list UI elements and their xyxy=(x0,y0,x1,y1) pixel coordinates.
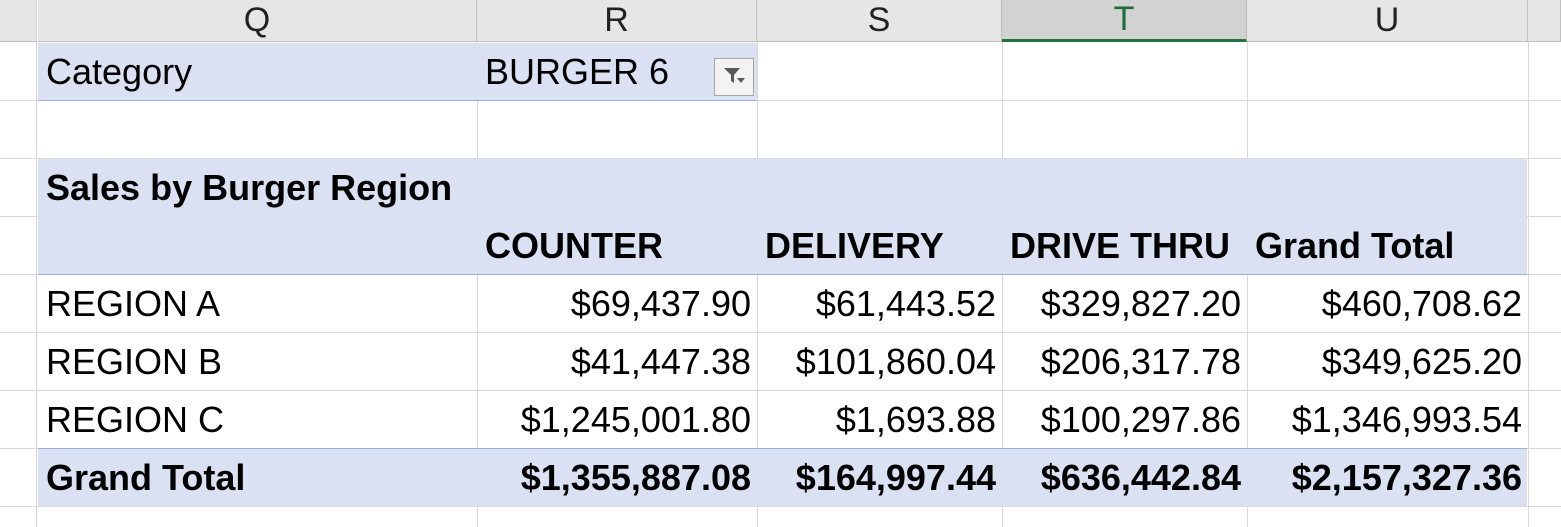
filter-row-band xyxy=(38,43,757,100)
filter-funnel-icon xyxy=(721,62,747,93)
pivot-header-band xyxy=(38,159,1527,274)
cell-region-b-delivery[interactable]: $101,860.04 xyxy=(795,340,996,382)
cell-grand-total-delivery[interactable]: $164,997.44 xyxy=(795,456,996,498)
pivot-header-underline xyxy=(38,274,1527,275)
cell-region-b-counter[interactable]: $41,447.38 xyxy=(570,340,751,382)
cell-region-b-grand-total[interactable]: $349,625.20 xyxy=(1321,340,1522,382)
gridline-row-6 xyxy=(0,390,1561,391)
cell-grand-total-grand-total[interactable]: $2,157,327.36 xyxy=(1291,456,1522,498)
pivot-header-counter[interactable]: COUNTER xyxy=(485,224,663,266)
cell-region-a-counter[interactable]: $69,437.90 xyxy=(570,282,751,324)
gridline-col-t-u xyxy=(1247,42,1248,527)
filter-row-underline xyxy=(38,100,757,101)
row-label-region-b[interactable]: REGION B xyxy=(46,340,223,382)
gridline-col-u-next xyxy=(1528,42,1529,527)
filter-label[interactable]: Category xyxy=(46,50,193,92)
filter-dropdown-button[interactable] xyxy=(714,58,754,96)
grand-total-topline xyxy=(38,448,1527,449)
grand-total-band xyxy=(38,448,1527,506)
gridline-row-1 xyxy=(0,100,1561,101)
row-label-region-a[interactable]: REGION A xyxy=(46,282,221,324)
gridline-col-q-r xyxy=(477,42,478,527)
cell-region-c-grand-total[interactable]: $1,346,993.54 xyxy=(1291,398,1522,440)
column-header-q[interactable]: Q xyxy=(38,0,477,42)
cell-grand-total-counter[interactable]: $1,355,887.08 xyxy=(520,456,751,498)
gridline-row-8 xyxy=(0,506,1561,507)
pivot-title[interactable]: Sales by Burger Region xyxy=(46,166,453,208)
select-all-corner[interactable] xyxy=(0,0,37,42)
row-label-grand-total[interactable]: Grand Total xyxy=(46,456,246,498)
pivot-header-delivery[interactable]: DELIVERY xyxy=(765,224,944,266)
gridline-row-5 xyxy=(0,332,1561,333)
column-header-next[interactable] xyxy=(1528,0,1561,42)
column-header-r[interactable]: R xyxy=(477,0,757,42)
cell-grand-total-drive-thru[interactable]: $636,442.84 xyxy=(1040,456,1241,498)
gridline-col-r-s xyxy=(757,42,758,527)
cell-region-a-grand-total[interactable]: $460,708.62 xyxy=(1321,282,1522,324)
cell-region-c-drive-thru[interactable]: $100,297.86 xyxy=(1040,398,1241,440)
filter-value[interactable]: BURGER 6 xyxy=(485,50,670,92)
cell-region-a-delivery[interactable]: $61,443.52 xyxy=(815,282,996,324)
gridline-col-s-t xyxy=(1002,42,1003,527)
cell-region-c-delivery[interactable]: $1,693.88 xyxy=(835,398,996,440)
cell-region-b-drive-thru[interactable]: $206,317.78 xyxy=(1040,340,1241,382)
column-header-t[interactable]: T xyxy=(1002,0,1247,42)
gridline-row-2 xyxy=(0,158,1561,159)
cell-region-c-counter[interactable]: $1,245,001.80 xyxy=(520,398,751,440)
cell-region-a-drive-thru[interactable]: $329,827.20 xyxy=(1040,282,1241,324)
row-label-region-c[interactable]: REGION C xyxy=(46,398,225,440)
column-header-u[interactable]: U xyxy=(1247,0,1528,42)
pivot-header-grand-total[interactable]: Grand Total xyxy=(1255,224,1455,266)
pivot-header-drive-thru[interactable]: DRIVE THRU xyxy=(1010,224,1231,266)
column-header-s[interactable]: S xyxy=(757,0,1002,42)
row-header-strip[interactable] xyxy=(0,42,37,527)
